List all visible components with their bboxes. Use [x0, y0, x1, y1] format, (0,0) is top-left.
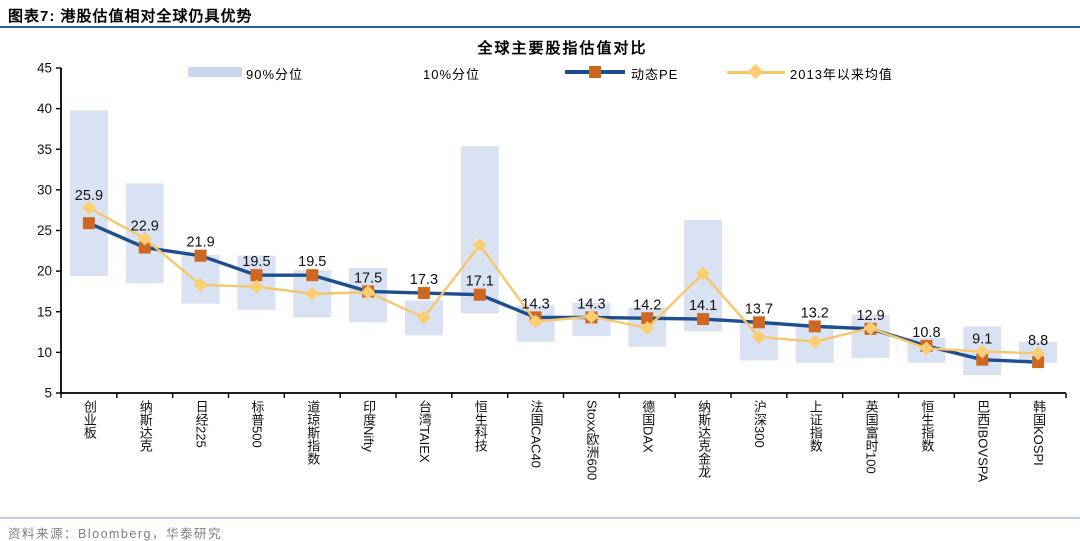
mean-line-swatch-icon — [727, 63, 785, 80]
pe-data-label: 12.9 — [856, 308, 884, 324]
percentile-band — [460, 146, 499, 314]
pe-line — [88, 221, 1039, 364]
pe-marker — [697, 313, 710, 326]
pe-marker — [752, 316, 765, 329]
pe-data-label: 25.9 — [75, 188, 103, 204]
x-axis-label: 沪深300 — [751, 400, 767, 448]
x-axis-label: 台湾TAIEX — [416, 400, 432, 463]
mean-marker — [81, 200, 96, 215]
pe-data-label: 19.5 — [298, 254, 326, 270]
x-axis-label: 纳斯达克金龙 — [696, 400, 712, 478]
mean-marker — [305, 286, 320, 301]
mean-marker — [975, 344, 990, 359]
mean-marker — [528, 314, 543, 329]
footer-divider — [0, 517, 1080, 519]
mean-marker — [919, 341, 934, 356]
mean-line — [88, 206, 1039, 355]
x-axis-label: 日经225 — [193, 400, 209, 448]
x-axis-label: 创业板 — [81, 400, 97, 439]
chart-legend: 90%分位 10%分位 动态PE 2013年以来均值 — [0, 0, 1080, 90]
mean-marker — [361, 285, 376, 300]
x-axis-label: Stoxx欧洲600 — [584, 400, 600, 481]
pe-data-label: 22.9 — [131, 219, 159, 235]
pe-marker — [976, 353, 989, 366]
x-axis-label: 德国DAX — [640, 400, 656, 453]
pe-data-label: 8.8 — [1028, 333, 1048, 349]
legend-label-mean: 2013年以来均值 — [790, 67, 893, 82]
percentile90-band-swatch-icon — [188, 67, 242, 77]
x-axis-label: 韩国KOSPI — [1031, 400, 1047, 466]
pe-line-swatch-icon — [565, 66, 625, 78]
pe-marker — [1032, 356, 1045, 369]
mean-marker — [137, 231, 152, 246]
x-axis-label: 标普500 — [249, 400, 265, 448]
pe-data-label: 14.3 — [521, 296, 549, 312]
percentile-band — [69, 110, 108, 276]
pe-data-label: 14.1 — [689, 298, 717, 314]
pe-marker — [250, 269, 263, 282]
y-axis-label: 35 — [37, 142, 52, 157]
y-axis-label: 45 — [37, 61, 52, 76]
pe-data-label: 13.2 — [801, 305, 829, 321]
y-axis-label: 30 — [37, 182, 52, 197]
y-axis-label: 25 — [37, 223, 52, 238]
y-axis-label: 40 — [37, 101, 52, 116]
pe-data-label: 9.1 — [972, 332, 992, 348]
x-axis-label: 恒生科技 — [472, 400, 488, 452]
y-axis-label: 5 — [44, 386, 52, 401]
x-axis-label: 印度Nifty — [361, 400, 377, 452]
pe-data-label: 10.8 — [912, 325, 940, 341]
x-axis-label: 法国CAC40 — [528, 400, 544, 468]
pe-marker — [194, 249, 207, 262]
pe-marker — [82, 217, 95, 230]
y-axis-label: 20 — [37, 264, 52, 279]
pe-data-label: 17.3 — [410, 272, 438, 288]
chart-title: 全球主要股指估值对比 — [477, 40, 648, 57]
y-axis-label: 15 — [37, 304, 52, 319]
mean-marker — [584, 309, 599, 324]
mean-marker — [863, 321, 878, 335]
pe-marker — [473, 288, 486, 301]
pe-data-label: 13.7 — [745, 301, 773, 317]
pe-marker — [641, 312, 654, 325]
y-axis-label: 10 — [37, 345, 52, 360]
mean-marker — [249, 279, 264, 294]
legend-label-10pct: 10%分位 — [423, 67, 481, 82]
x-axis-label: 英国富时100 — [863, 400, 879, 474]
mean-marker — [472, 238, 487, 253]
pe-data-label: 17.5 — [354, 270, 382, 286]
pe-data-label: 21.9 — [186, 235, 214, 251]
mean-marker — [193, 277, 208, 292]
pe-marker — [417, 287, 430, 300]
x-axis-label: 上证指数 — [807, 400, 823, 452]
pe-data-label: 14.2 — [633, 297, 661, 313]
pe-square-marker-icon — [589, 66, 601, 78]
mean-marker — [1031, 346, 1046, 361]
figure-title: 图表7: 港股估值相对全球仍具优势 — [8, 8, 253, 25]
pe-data-label: 19.5 — [242, 254, 270, 270]
pe-marker — [138, 241, 151, 254]
pe-data-label: 14.3 — [577, 297, 605, 313]
mean-marker — [751, 329, 766, 344]
legend-label-90pct: 90%分位 — [246, 67, 304, 82]
mean-marker — [640, 321, 655, 335]
legend-label-pe: 动态PE — [631, 67, 679, 82]
source-note: 资料来源：Bloomberg，华泰研究 — [8, 527, 222, 541]
x-axis-label: 巴西IBOVSPA — [975, 400, 991, 483]
x-axis-label: 纳斯达克 — [137, 400, 153, 452]
pe-marker — [808, 320, 821, 333]
x-axis-label: 道琼斯指数 — [305, 400, 321, 465]
pe-data-label: 17.1 — [466, 274, 494, 290]
x-axis-label: 恒生指数 — [919, 400, 935, 452]
mean-marker — [696, 266, 711, 281]
pe-marker — [306, 269, 319, 282]
mean-marker — [807, 334, 822, 349]
header-divider — [0, 26, 1080, 28]
mean-marker — [416, 310, 431, 325]
